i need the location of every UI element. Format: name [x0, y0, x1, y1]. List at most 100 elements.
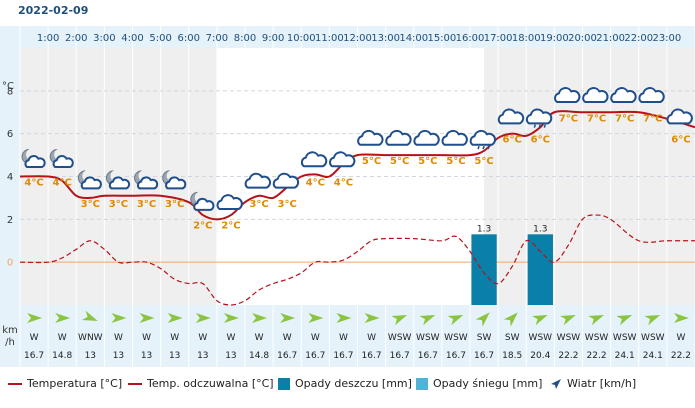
- hour-label: 17:00: [484, 33, 513, 44]
- wind-direction: WSW: [529, 333, 553, 343]
- wind-arrow-shape: [616, 315, 633, 326]
- cloud-shape: [357, 129, 384, 146]
- wind-direction: W: [255, 333, 264, 343]
- wind-arrow-shape: [195, 313, 211, 323]
- y-unit-label: °C: [2, 81, 14, 92]
- legend-wind-label: Wiatr [km/h]: [567, 377, 637, 390]
- wind-speed: 18.5: [502, 351, 522, 361]
- hour-label: 15:00: [427, 33, 456, 44]
- cloud-icon: [357, 129, 384, 146]
- temp-label: 3°C: [278, 199, 297, 210]
- temp-label: 6°C: [503, 135, 522, 146]
- legend-rain-label: Opady deszczu [mm]: [295, 377, 412, 390]
- temp-label: 7°C: [559, 113, 578, 124]
- wind-arrow-icon: [391, 315, 408, 326]
- hour-label: 3:00: [93, 33, 115, 44]
- temp-label: 4°C: [53, 178, 72, 189]
- cloud-shape: [272, 172, 300, 189]
- y-tick-label: 8: [7, 86, 13, 97]
- wind-arrow-shape: [560, 315, 576, 326]
- wind-arrow-shape: [644, 315, 661, 326]
- cloud-icon: [497, 108, 525, 125]
- wind-direction: W: [367, 333, 376, 343]
- legend-snow: Opady śniegu [mm]: [416, 377, 542, 390]
- cloud-shape: [413, 129, 440, 146]
- wind-arrow-shape: [531, 315, 548, 326]
- wind-arrow-icon: [588, 315, 604, 326]
- y-tick-label: 2: [7, 215, 13, 226]
- hour-label: 19:00: [540, 33, 569, 44]
- cloud-shape: [638, 87, 665, 103]
- hour-header-band: [0, 26, 695, 48]
- cloud-shape: [666, 108, 693, 125]
- wind-speed: 16.7: [446, 351, 466, 361]
- chart-svg: 1:00 2:00 3:00 4:00 5:00 6:00 7:00 8:00 9:00 10:0…: [0, 26, 695, 367]
- clouds-icon: [554, 87, 581, 103]
- rain-bar-label: 1.3: [533, 224, 547, 234]
- wind-arrow-shape: [111, 313, 127, 323]
- wind-speed: 24.1: [615, 351, 635, 361]
- wind-arrow-icon: [673, 313, 689, 323]
- wind-arrow-shape: [139, 313, 155, 323]
- hour-label: 8:00: [234, 33, 256, 44]
- axis-left-band: [0, 26, 20, 306]
- hour-label: 16:00: [456, 33, 485, 44]
- wind-arrow-shape: [81, 310, 98, 321]
- wind-arrow-icon: [81, 310, 98, 321]
- wind-direction: W: [142, 333, 151, 343]
- wind-arrow-shape: [364, 313, 380, 323]
- temp-label: 3°C: [249, 199, 268, 210]
- hour-label: 1:00: [37, 33, 59, 44]
- temp-label: 3°C: [109, 199, 128, 210]
- cloud-shape: [52, 155, 74, 168]
- cloud-shape: [244, 172, 271, 189]
- hour-label: 14:00: [399, 33, 428, 44]
- wind-direction: SW: [477, 333, 492, 343]
- cloud-icon: [413, 129, 440, 146]
- cloud-icon: [216, 194, 243, 211]
- temperature-line: [19, 110, 695, 221]
- drizzle-drop: [477, 145, 480, 150]
- cloud-shape: [385, 129, 412, 146]
- legend-rain: Opady deszczu [mm]: [278, 377, 412, 390]
- cloud-icon: [244, 172, 271, 189]
- cloud-icon: [441, 129, 468, 146]
- cloud-shape: [80, 176, 102, 190]
- hour-label: 23:00: [652, 33, 681, 44]
- cloud-drizzle-icon: [469, 129, 496, 150]
- legend-feels-label: Temp. odczuwalna [°C]: [147, 377, 274, 390]
- temp-label: 5°C: [362, 156, 381, 167]
- legend-temp-swatch: [8, 383, 22, 385]
- wind-arrow-icon: [167, 313, 183, 323]
- drizzle-drop: [482, 145, 485, 150]
- temp-label: 2°C: [193, 220, 212, 231]
- hour-label: 9:00: [262, 33, 284, 44]
- wind-arrow-shape: [167, 313, 183, 323]
- wind-direction: SW: [505, 333, 520, 343]
- rain-bar: [527, 234, 553, 305]
- wind-direction: WSW: [641, 333, 665, 343]
- wind-speed: 20.4: [530, 351, 550, 361]
- wind-speed: 16.7: [24, 351, 44, 361]
- drizzle-drop: [533, 124, 537, 128]
- clouds-icon: [610, 87, 637, 103]
- wind-arrow-icon: [27, 313, 43, 323]
- cloud-shape: [525, 108, 553, 125]
- wind-arrow-icon: [644, 315, 661, 326]
- cloud-shape: [193, 197, 215, 211]
- wind-arrow-icon: [139, 313, 155, 323]
- temp-label: 7°C: [587, 113, 606, 124]
- hour-label: 18:00: [512, 33, 541, 44]
- wind-direction: W: [30, 333, 39, 343]
- moon-cloud-icon: [134, 169, 159, 190]
- wind-speed: 16.7: [305, 351, 325, 361]
- temp-label: 5°C: [474, 156, 493, 167]
- wind-direction: WSW: [557, 333, 581, 343]
- wind-direction: WNW: [78, 333, 103, 343]
- hour-label: 22:00: [624, 33, 653, 44]
- legend-temp: Temperatura [°C]: [8, 377, 122, 390]
- legend: Temperatura [°C] Temp. odczuwalna [°C] O…: [0, 374, 695, 394]
- wind-arrow-icon: [223, 313, 239, 323]
- wind-direction: W: [226, 333, 235, 343]
- wind-unit-label: km: [2, 325, 18, 336]
